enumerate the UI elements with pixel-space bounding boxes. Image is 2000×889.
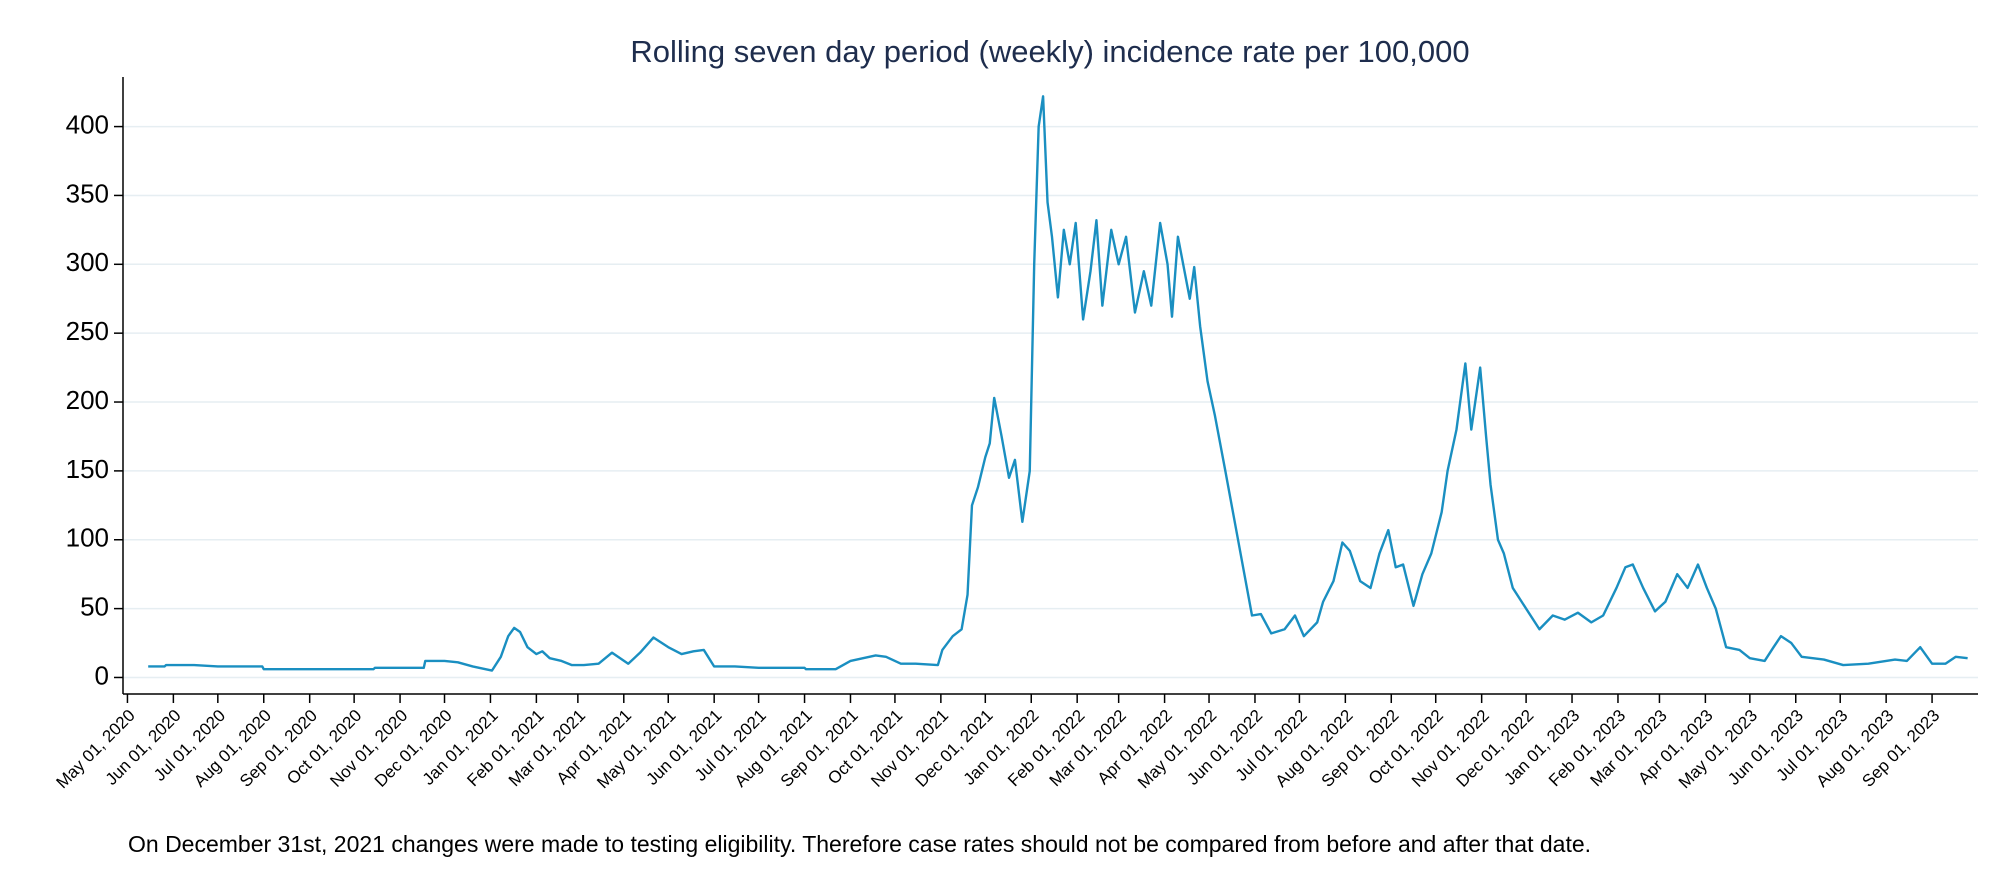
x-tick-label: Dec 01, 2020 xyxy=(371,706,456,791)
x-tick-label: May 01, 2023 xyxy=(1675,706,1761,792)
y-tick-label: 150 xyxy=(66,454,109,484)
grid xyxy=(123,125,1978,679)
chart-title: Rolling seven day period (weekly) incide… xyxy=(630,34,1469,69)
y-tick-label: 0 xyxy=(95,660,109,690)
y-tick-label: 50 xyxy=(80,591,109,621)
line-series xyxy=(148,95,1968,672)
x-tick-label: Dec 01, 2021 xyxy=(912,706,997,791)
y-tick-label: 350 xyxy=(66,178,109,208)
y-tick-label: 200 xyxy=(66,385,109,415)
x-tick-label: May 01, 2021 xyxy=(593,706,679,792)
y-tick-label: 100 xyxy=(66,523,109,553)
plot xyxy=(148,95,1968,672)
x-tick-label: May 01, 2022 xyxy=(1134,706,1220,792)
annotation: On December 31st, 2021 changes were made… xyxy=(128,831,1591,857)
x-tick-label: Dec 01, 2022 xyxy=(1452,706,1537,791)
y-tick-label: 300 xyxy=(66,247,109,277)
y-tick-label: 250 xyxy=(66,316,109,346)
y-tick-label: 400 xyxy=(66,109,109,139)
x-tick-label: May 01, 2020 xyxy=(52,706,138,792)
